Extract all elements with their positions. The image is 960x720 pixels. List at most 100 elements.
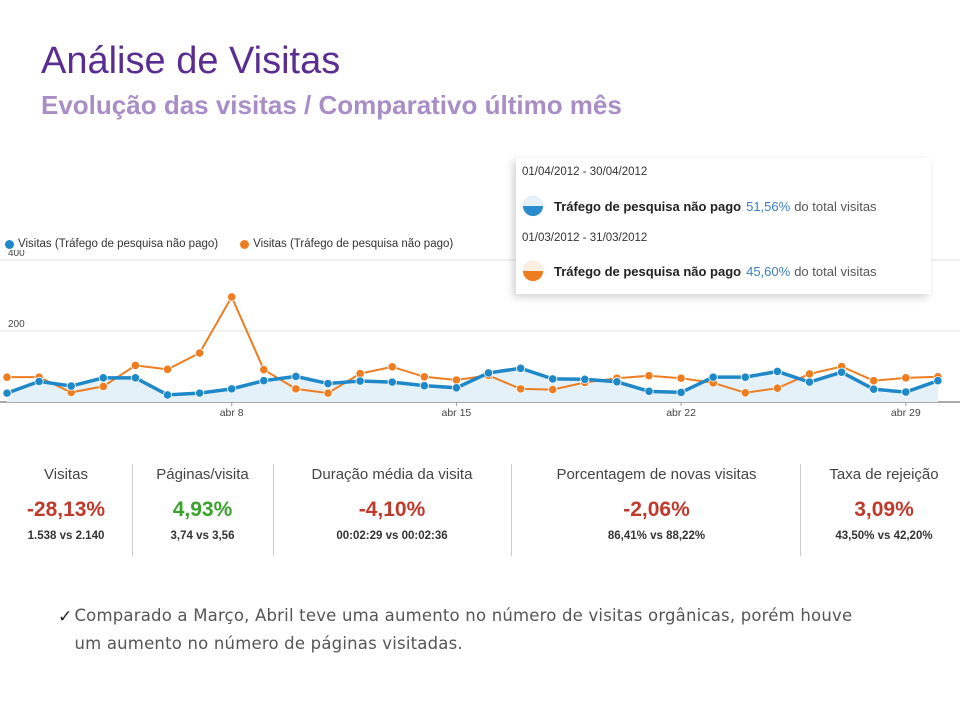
data-point-current — [419, 381, 429, 391]
legend-item-current[interactable]: Visitas (Tráfego de pesquisa não pago) — [5, 238, 218, 250]
data-point-current — [451, 383, 461, 393]
data-point-current — [869, 384, 879, 394]
metric-value: -28,13% — [26, 498, 106, 521]
previous-date-range: 01/03/2012 - 31/03/2012 — [522, 232, 648, 244]
data-point-previous — [419, 372, 429, 382]
summary-note-text: Comparado a Março, Abril teve uma aument… — [74, 606, 853, 653]
metric-visitas: Visitas -28,13% 1.538 vs 2.140 — [0, 458, 132, 554]
data-point-current — [836, 367, 847, 377]
metric-label: Taxa de rejeição — [829, 466, 939, 483]
data-point-previous — [259, 365, 269, 375]
chart-legend: Visitas (Tráfego de pesquisa não pago) V… — [5, 238, 453, 250]
previous-segment-percent: 45,60% — [746, 263, 791, 279]
data-point-previous — [515, 384, 526, 394]
metric-detail: 86,41% vs 88,22% — [607, 530, 706, 542]
data-point-previous — [548, 384, 558, 395]
data-point-previous — [162, 364, 173, 374]
data-point-current — [98, 373, 108, 383]
data-point-previous — [804, 369, 815, 379]
x-tick-label: abr 15 — [442, 407, 472, 419]
data-point-current — [612, 377, 622, 387]
segment-pie-icon — [522, 260, 544, 282]
data-point-current — [901, 387, 911, 397]
legend-label-current: Visitas (Tráfego de pesquisa não pago) — [18, 238, 219, 250]
data-point-previous — [2, 372, 12, 382]
x-tick-label: abr 29 — [891, 407, 921, 419]
metric-novas-visitas: Porcentagem de novas visitas -2,06% 86,4… — [513, 458, 800, 554]
data-point-current — [162, 390, 173, 400]
data-point-previous — [130, 360, 140, 371]
data-point-current — [259, 376, 269, 386]
data-point-current — [66, 381, 76, 391]
metric-label: Porcentagem de novas visitas — [556, 466, 757, 483]
data-point-previous — [869, 376, 879, 386]
data-point-current — [227, 384, 237, 394]
data-point-previous — [644, 371, 654, 381]
metric-label: Páginas/visita — [156, 466, 249, 483]
data-point-current — [580, 374, 590, 384]
metric-divider — [511, 464, 512, 556]
previous-segment-row: Tráfego de pesquisa não pago 45,60% do t… — [522, 259, 877, 283]
metric-label: Duração média da visita — [311, 466, 473, 483]
metric-divider — [273, 464, 274, 556]
y-tick-label: 400 — [8, 250, 25, 259]
data-point-current — [804, 377, 815, 387]
metric-value: -4,10% — [358, 498, 426, 521]
data-point-current — [483, 368, 494, 378]
data-point-previous — [740, 388, 750, 398]
data-point-current — [387, 377, 397, 387]
data-point-current — [2, 388, 12, 398]
current-segment-name: Tráfego de pesquisa não pago — [554, 198, 742, 214]
metric-label: Visitas — [44, 466, 88, 483]
data-point-previous — [227, 292, 237, 302]
metrics-summary: Visitas -28,13% 1.538 vs 2.140 Páginas/v… — [0, 458, 960, 558]
data-point-current — [130, 373, 140, 383]
metric-value: 3,09% — [854, 498, 914, 521]
data-point-previous — [195, 348, 205, 358]
data-point-current — [515, 363, 526, 373]
series-line-current — [6, 366, 939, 397]
data-point-previous — [901, 373, 911, 383]
segment-pie-icon — [522, 195, 544, 217]
data-point-current — [548, 374, 558, 384]
data-point-previous — [676, 373, 686, 383]
data-point-previous — [451, 375, 461, 385]
data-point-previous — [323, 388, 333, 398]
visits-line-chart: 200 400 abr 8 abr 15 abr 22 abr 29 — [0, 250, 960, 419]
metric-duracao-media: Duração média da visita -4,10% 00:02:29 … — [275, 458, 509, 554]
legend-dot-previous — [240, 239, 250, 249]
data-point-current — [772, 366, 783, 377]
data-point-previous — [98, 381, 108, 391]
metric-detail: 3,74 vs 3,56 — [170, 530, 235, 542]
metric-detail: 43,50% vs 42,20% — [835, 530, 933, 542]
metric-value: 4,93% — [172, 498, 233, 521]
data-point-previous — [387, 362, 397, 372]
metric-divider — [800, 464, 801, 556]
data-point-current — [195, 388, 205, 398]
metric-value: -2,06% — [623, 498, 690, 521]
previous-segment-name: Tráfego de pesquisa não pago — [554, 263, 742, 279]
data-point-current — [676, 387, 686, 398]
x-tick-label: abr 8 — [220, 407, 244, 419]
metric-taxa-rejeicao: Taxa de rejeição 3,09% 43,50% vs 42,20% — [808, 458, 960, 554]
metric-paginas-visita: Páginas/visita 4,93% 3,74 vs 3,56 — [134, 458, 271, 554]
data-point-current — [34, 376, 44, 387]
metric-detail: 1.538 vs 2.140 — [27, 530, 105, 542]
current-segment-rest: do total visitas — [794, 198, 877, 214]
data-point-current — [323, 378, 333, 389]
data-point-current — [291, 371, 301, 382]
legend-dot-current — [5, 239, 14, 249]
y-tick-label: 200 — [8, 319, 25, 330]
x-tick-label: abr 22 — [666, 407, 696, 419]
series-line-previous — [7, 294, 938, 395]
data-point-current — [355, 376, 365, 386]
series-area — [7, 368, 938, 402]
legend-item-previous[interactable]: Visitas (Tráfego de pesquisa não pago) — [240, 238, 453, 250]
data-point-current — [933, 376, 943, 386]
summary-note: ✓ Comparado a Março, Abril teve uma aume… — [58, 606, 878, 658]
data-point-previous — [291, 384, 301, 394]
data-point-current — [644, 386, 654, 396]
previous-segment-rest: do total visitas — [794, 263, 877, 279]
data-point-current — [708, 372, 718, 382]
current-segment-row: Tráfego de pesquisa não pago 51,56% do t… — [522, 194, 877, 218]
